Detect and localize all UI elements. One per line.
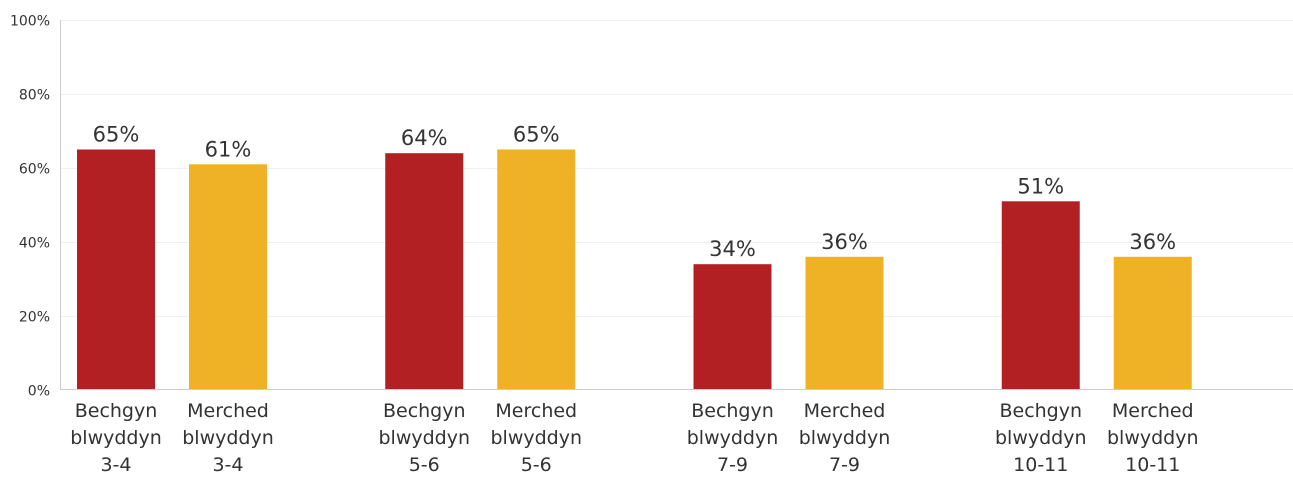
bars bbox=[77, 149, 1192, 390]
bar-value-label: 34% bbox=[709, 237, 756, 261]
x-category-label: Bechgyn bbox=[383, 400, 466, 422]
x-category-label: blwyddyn bbox=[490, 427, 582, 449]
bar bbox=[805, 256, 884, 390]
x-category-label: 3-4 bbox=[100, 454, 131, 476]
y-tick-label: 20% bbox=[19, 310, 50, 326]
x-category-label: blwyddyn bbox=[378, 427, 470, 449]
x-category-label: 3-4 bbox=[212, 454, 243, 476]
bar-value-label: 65% bbox=[93, 123, 140, 147]
x-category-label: blwyddyn bbox=[687, 427, 779, 449]
bar-value-label: 64% bbox=[401, 126, 448, 150]
y-tick-label: 60% bbox=[19, 162, 50, 178]
x-category-label: Bechgyn bbox=[691, 400, 774, 422]
x-category-label: Merched bbox=[187, 400, 269, 422]
x-category-label: Merched bbox=[495, 400, 577, 422]
x-category-label: Bechgyn bbox=[999, 400, 1082, 422]
x-category-label: blwyddyn bbox=[1107, 427, 1199, 449]
bar bbox=[693, 264, 772, 390]
x-category-label: 7-9 bbox=[717, 454, 748, 476]
x-category-label: 5-6 bbox=[521, 454, 552, 476]
bar bbox=[1001, 201, 1080, 390]
x-category-label: blwyddyn bbox=[995, 427, 1087, 449]
y-tick-label: 100% bbox=[10, 14, 50, 30]
x-axis-categories: Bechgyn blwyddyn 3-4 Merched blwyddyn 3-4 Bech… bbox=[70, 400, 1198, 476]
x-category-label: 10-11 bbox=[1125, 454, 1180, 476]
x-category-label: 5-6 bbox=[409, 454, 440, 476]
y-tick-label: 40% bbox=[19, 236, 50, 252]
bar bbox=[497, 149, 576, 390]
x-category-label: 10-11 bbox=[1013, 454, 1068, 476]
bar bbox=[77, 149, 155, 390]
bar-value-label: 65% bbox=[513, 123, 560, 147]
x-category-label: blwyddyn bbox=[70, 427, 162, 449]
x-category-label: blwyddyn bbox=[182, 427, 274, 449]
x-category-label: blwyddyn bbox=[799, 427, 891, 449]
y-axis-ticks: 0% 20% 40% 60% 80% 100% bbox=[10, 14, 50, 400]
bar bbox=[385, 153, 464, 390]
x-category-label: Bechgyn bbox=[75, 400, 158, 422]
bar-value-label: 61% bbox=[205, 137, 252, 161]
x-category-label: Merched bbox=[804, 400, 886, 422]
x-category-label: Merched bbox=[1112, 400, 1194, 422]
y-tick-label: 80% bbox=[19, 88, 50, 104]
bar-value-label: 51% bbox=[1017, 174, 1064, 198]
y-tick-label: 0% bbox=[28, 384, 50, 400]
bar-value-label: 36% bbox=[1129, 230, 1176, 254]
data-labels: 65% 61% 64% 65% 34% 36% 51% 36% bbox=[93, 123, 1176, 262]
x-category-label: 7-9 bbox=[829, 454, 860, 476]
bar-value-label: 36% bbox=[821, 230, 868, 254]
bar bbox=[1113, 256, 1192, 390]
bar bbox=[189, 164, 267, 390]
